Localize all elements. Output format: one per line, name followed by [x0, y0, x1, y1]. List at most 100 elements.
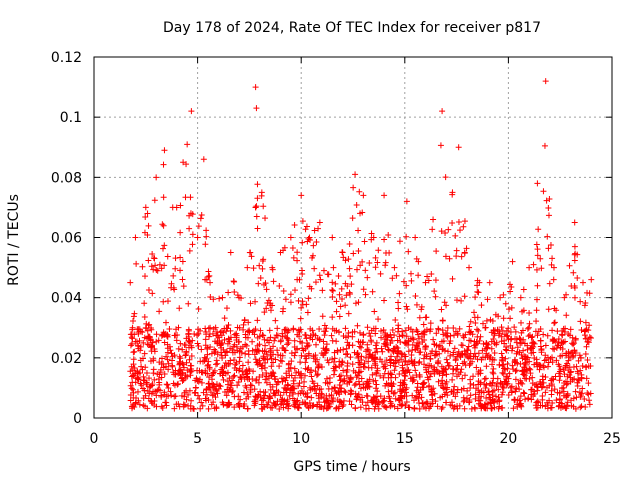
- data-point: [369, 288, 376, 295]
- data-point: [234, 382, 241, 389]
- data-point: [353, 374, 360, 381]
- data-point: [559, 332, 566, 339]
- data-point: [405, 248, 412, 255]
- data-point: [255, 392, 262, 399]
- data-point: [263, 379, 270, 386]
- data-point: [329, 337, 336, 344]
- data-point: [574, 275, 581, 282]
- data-point: [505, 325, 512, 332]
- data-point: [471, 350, 478, 357]
- data-point: [432, 398, 439, 405]
- data-point: [355, 299, 362, 306]
- data-point: [162, 319, 169, 326]
- data-point: [372, 254, 379, 261]
- data-point: [586, 334, 593, 341]
- data-point: [582, 364, 589, 371]
- data-point: [385, 346, 392, 353]
- data-point: [464, 353, 471, 360]
- data-point: [551, 319, 558, 326]
- peak-point: [339, 249, 346, 256]
- data-point: [219, 399, 226, 406]
- data-point: [535, 328, 542, 335]
- data-point: [451, 383, 458, 390]
- data-point: [252, 356, 259, 363]
- data-point: [473, 339, 480, 346]
- data-point: [528, 396, 535, 403]
- data-point: [337, 398, 344, 405]
- data-point: [331, 359, 338, 366]
- data-point: [229, 388, 236, 395]
- data-point: [164, 333, 171, 340]
- data-point: [534, 398, 541, 405]
- data-point: [426, 373, 433, 380]
- data-point: [346, 241, 353, 248]
- data-point: [282, 347, 289, 354]
- data-point: [151, 197, 158, 204]
- data-point: [224, 369, 231, 376]
- data-point: [342, 325, 349, 332]
- data-point: [439, 377, 446, 384]
- data-point: [301, 378, 308, 385]
- data-point: [331, 349, 338, 356]
- data-point: [304, 238, 311, 245]
- data-point: [381, 297, 388, 304]
- data-point: [287, 364, 294, 371]
- data-point: [291, 352, 298, 359]
- data-point: [544, 332, 551, 339]
- data-point: [145, 257, 152, 264]
- data-point: [428, 270, 435, 277]
- data-point: [454, 389, 461, 396]
- data-point: [414, 380, 421, 387]
- data-point: [191, 389, 198, 396]
- data-point: [202, 241, 209, 248]
- data-point: [374, 367, 381, 374]
- data-point: [143, 335, 150, 342]
- data-point: [495, 332, 502, 339]
- data-point: [260, 203, 267, 210]
- data-point: [530, 339, 537, 346]
- data-point: [412, 292, 419, 299]
- data-point: [363, 348, 370, 355]
- data-point: [396, 290, 403, 297]
- data-point: [312, 352, 319, 359]
- data-point: [520, 389, 527, 396]
- data-point: [265, 297, 272, 304]
- data-point: [160, 222, 167, 229]
- data-point: [583, 343, 590, 350]
- data-point: [382, 262, 389, 269]
- data-point: [533, 266, 540, 273]
- data-point: [509, 362, 516, 369]
- data-point: [434, 369, 441, 376]
- peak-point: [329, 234, 336, 241]
- data-point: [198, 211, 205, 218]
- peak-point: [391, 264, 398, 271]
- data-point: [540, 188, 547, 195]
- data-point: [549, 327, 556, 334]
- data-point: [206, 366, 213, 373]
- data-point: [356, 343, 363, 350]
- data-point: [448, 389, 455, 396]
- data-point: [540, 379, 547, 386]
- data-point: [584, 389, 591, 396]
- data-point: [264, 402, 271, 409]
- data-point: [552, 373, 559, 380]
- data-point: [187, 405, 194, 412]
- data-point: [529, 340, 536, 347]
- data-point: [140, 339, 147, 346]
- data-point: [418, 306, 425, 313]
- data-point: [167, 388, 174, 395]
- data-point: [584, 356, 591, 363]
- data-point: [464, 347, 471, 354]
- data-point: [489, 361, 496, 368]
- data-point: [177, 202, 184, 209]
- data-point: [340, 378, 347, 385]
- data-point: [404, 306, 411, 313]
- data-point: [347, 375, 354, 382]
- data-point: [440, 368, 447, 375]
- data-point: [525, 333, 532, 340]
- data-point: [346, 342, 353, 349]
- data-point: [130, 317, 137, 324]
- data-point: [340, 333, 347, 340]
- data-point: [467, 318, 474, 325]
- peak-point: [127, 279, 134, 286]
